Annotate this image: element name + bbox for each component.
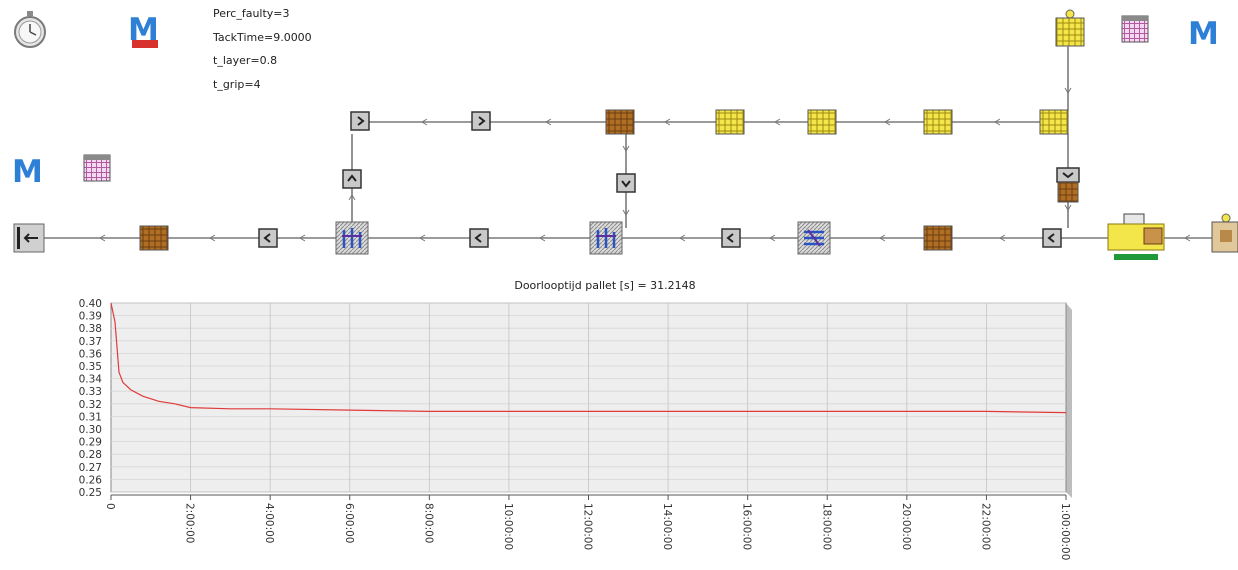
y-tick-label: 0.31	[79, 411, 102, 423]
y-tick-label: 0.36	[79, 348, 103, 360]
svg-text:M: M	[1188, 16, 1219, 52]
flow-connectors	[40, 46, 1230, 242]
y-tick-label: 0.38	[79, 323, 102, 335]
y-tick-label: 0.30	[79, 424, 102, 436]
pallet-icon[interactable]	[715, 109, 745, 135]
y-tick-label: 0.34	[79, 374, 103, 386]
pallet-icon[interactable]	[1055, 9, 1085, 47]
chart: Doorlooptijd pallet [s] = 31.2148 0.400.…	[79, 279, 1072, 560]
x-tick-label: 4:00:00	[263, 503, 275, 543]
x-tick-label: 20:00:00	[900, 503, 912, 550]
param-t-layer: t_layer=0.8	[213, 54, 277, 67]
pallet-icon[interactable]	[923, 225, 953, 251]
y-tick-label: 0.37	[79, 336, 102, 348]
conveyor-icon[interactable]	[721, 228, 741, 248]
robot-icon[interactable]	[797, 221, 831, 255]
y-tick-label: 0.26	[79, 474, 103, 486]
robot-icon[interactable]	[589, 221, 623, 255]
conveyor-icon[interactable]	[616, 173, 636, 193]
x-tick-label: 14:00:00	[661, 503, 673, 550]
x-tick-label: 10:00:00	[502, 503, 514, 550]
param-tack-time: TackTime=9.0000	[212, 31, 312, 44]
conveyor-icon[interactable]	[1056, 167, 1080, 203]
pallet-icon[interactable]	[139, 225, 169, 251]
x-tick-label: 22:00:00	[979, 503, 991, 550]
pallet-icon[interactable]	[1039, 109, 1069, 135]
robot-icon[interactable]	[335, 221, 369, 255]
x-tick-label: 12:00:00	[582, 503, 594, 550]
parameter-list: Perc_faulty=3 TackTime=9.0000 t_layer=0.…	[212, 7, 312, 91]
table-icon[interactable]	[1121, 15, 1149, 43]
x-tick-label: 16:00:00	[741, 503, 753, 550]
pallet-icon[interactable]	[605, 109, 635, 135]
stopwatch-icon[interactable]	[14, 11, 46, 48]
conveyor-icon[interactable]	[350, 111, 370, 131]
y-tick-label: 0.32	[79, 399, 102, 411]
conveyor-icon[interactable]	[342, 169, 362, 189]
y-tick-label: 0.27	[79, 462, 102, 474]
y-tick-label: 0.39	[79, 311, 102, 323]
x-tick-label: 0	[104, 503, 116, 510]
machine-icon[interactable]	[1107, 213, 1165, 260]
param-t-grip: t_grip=4	[213, 78, 261, 91]
method-icon[interactable]: M	[1188, 16, 1219, 52]
conveyor-icon[interactable]	[469, 228, 489, 248]
conveyor-icon[interactable]	[471, 111, 491, 131]
chart-title: Doorlooptijd pallet [s] = 31.2148	[514, 279, 695, 292]
conveyor-icon[interactable]	[1042, 228, 1062, 248]
x-tick-label: 6:00:00	[343, 503, 355, 543]
svg-text:M: M	[12, 154, 43, 190]
y-tick-label: 0.29	[79, 437, 102, 449]
method-icon[interactable]: M	[12, 154, 43, 190]
table-icon[interactable]	[83, 154, 111, 182]
x-tick-label: 2:00:00	[184, 503, 196, 543]
source-icon[interactable]	[1211, 213, 1238, 253]
param-perc-faulty: Perc_faulty=3	[213, 7, 290, 20]
conveyor-icon[interactable]	[258, 228, 278, 248]
y-tick-label: 0.25	[79, 487, 102, 499]
y-tick-label: 0.35	[79, 361, 102, 373]
series-line	[110, 302, 1067, 414]
pallet-icon[interactable]	[807, 109, 837, 135]
method-icon[interactable]: M	[128, 12, 159, 48]
y-tick-label: 0.40	[79, 298, 102, 310]
y-tick-label: 0.33	[79, 386, 102, 398]
x-tick-label: 8:00:00	[422, 503, 434, 543]
x-tick-label: 18:00:00	[820, 503, 832, 550]
y-tick-label: 0.28	[79, 449, 102, 461]
drain-icon[interactable]	[13, 223, 45, 253]
pallet-icon[interactable]	[923, 109, 953, 135]
x-tick-label: 1:00:00:00	[1059, 503, 1071, 560]
